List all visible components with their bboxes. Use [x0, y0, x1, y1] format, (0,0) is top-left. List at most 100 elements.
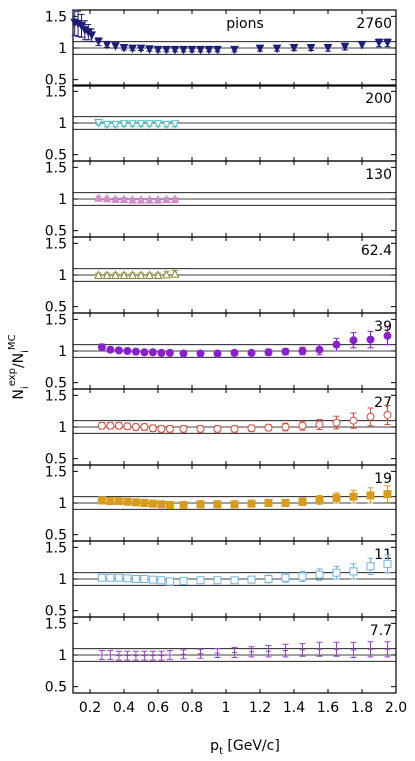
data-point — [102, 40, 112, 50]
data-point — [272, 44, 282, 54]
data-point — [165, 424, 174, 433]
data-point — [170, 120, 180, 129]
data-point — [162, 45, 171, 55]
data-point — [213, 45, 222, 55]
x-tick-label: 1.8 — [351, 700, 373, 716]
y-tick-label: 0.5 — [45, 224, 67, 240]
data-point — [119, 44, 129, 53]
data-point — [114, 346, 123, 355]
data-point — [131, 423, 140, 431]
data-point — [230, 45, 239, 55]
data-point — [366, 335, 375, 344]
y-tick-label: 0.5 — [45, 452, 67, 468]
data-point — [128, 195, 137, 204]
y-tick-label: 1.5 — [45, 312, 67, 328]
x-tick-label: 1 — [222, 700, 231, 716]
panel-11: 0.511.5 11 — [45, 540, 397, 620]
data-point — [153, 270, 163, 279]
data-point — [213, 576, 222, 585]
y-tick-label: 1 — [58, 648, 67, 664]
data-point — [264, 423, 273, 432]
data-point — [298, 347, 307, 355]
data-point — [131, 347, 140, 356]
panel-energy-label: 62.4 — [361, 243, 392, 259]
data-point — [140, 348, 149, 357]
data-point — [383, 331, 392, 340]
data-point — [123, 497, 132, 506]
data-point — [247, 424, 256, 433]
data-point — [179, 45, 188, 55]
data-point — [289, 44, 299, 53]
data-point — [366, 562, 375, 571]
data-point — [332, 340, 341, 349]
x-axis-tick-labels: 0.2 0.4 0.6 0.8 1 1.2 1.4 1.6 1.8 2.0 — [79, 700, 407, 716]
y-axis-title-sub-2: i — [20, 350, 31, 353]
data-point — [97, 573, 106, 582]
data-point — [148, 499, 157, 508]
data-point — [94, 270, 103, 279]
y-tick-label: 0.5 — [45, 73, 67, 89]
y-tick-label: 1 — [58, 572, 67, 588]
data-point — [247, 575, 256, 584]
data-point — [264, 575, 273, 583]
panel-energy-label: 130 — [365, 167, 392, 183]
data-point — [366, 491, 375, 500]
data-point — [230, 576, 239, 585]
data-point — [179, 500, 188, 509]
data-point — [145, 120, 154, 129]
data-point — [111, 42, 120, 51]
data-point — [140, 499, 149, 507]
x-tick-label: 0.2 — [79, 700, 101, 716]
data-point — [119, 270, 129, 279]
data-point — [315, 420, 324, 429]
y-tick-label: 1.5 — [45, 388, 67, 404]
data-point — [196, 45, 205, 55]
x-tick-label: 1.4 — [283, 700, 305, 716]
data-point — [123, 347, 132, 355]
y-tick-label: 1.5 — [45, 464, 67, 480]
data-point — [140, 423, 149, 431]
data-point — [179, 576, 188, 585]
data-point — [77, 21, 86, 31]
x-tick-label: 0.6 — [147, 700, 169, 716]
data-point — [196, 349, 205, 358]
panel-39: 0.511.5 39 — [45, 312, 397, 392]
data-point — [97, 421, 106, 430]
data-point — [196, 424, 205, 433]
panel-energy-label: 19 — [374, 471, 392, 487]
data-point — [102, 120, 112, 130]
data-point — [162, 194, 171, 203]
data-point — [157, 348, 166, 357]
data-point — [366, 412, 375, 421]
y-axis-title-main: N — [11, 389, 27, 399]
panel-energy-label: 7.7 — [370, 623, 392, 639]
y-tick-label: 0.5 — [45, 528, 67, 544]
data-point — [148, 348, 157, 357]
data-point — [97, 343, 106, 352]
data-point — [255, 44, 265, 54]
data-point — [94, 193, 103, 202]
y-tick-label: 1.5 — [45, 540, 67, 556]
data-point — [131, 498, 140, 507]
data-point — [298, 572, 307, 581]
y-tick-label: 1 — [58, 344, 67, 360]
data-point — [165, 500, 174, 509]
data-point — [213, 424, 222, 433]
data-point — [213, 500, 222, 509]
y-tick-label: 1.5 — [45, 160, 67, 176]
data-point — [264, 348, 273, 357]
data-point — [315, 570, 324, 579]
y-tick-label: 0.5 — [45, 148, 67, 164]
data-point — [315, 345, 324, 354]
data-point — [114, 573, 123, 582]
y-tick-label: 0.5 — [45, 376, 67, 392]
data-point — [165, 348, 174, 357]
data-point — [102, 193, 112, 203]
data-point — [298, 497, 307, 506]
x-tick-label: 2.0 — [385, 700, 407, 716]
y-tick-label: 0.5 — [45, 680, 67, 696]
x-axis-title-sub: t — [219, 746, 223, 757]
data-point — [153, 120, 163, 129]
data-point — [157, 576, 166, 585]
panel-130: 0.5 1 1.5 130 — [45, 160, 397, 240]
